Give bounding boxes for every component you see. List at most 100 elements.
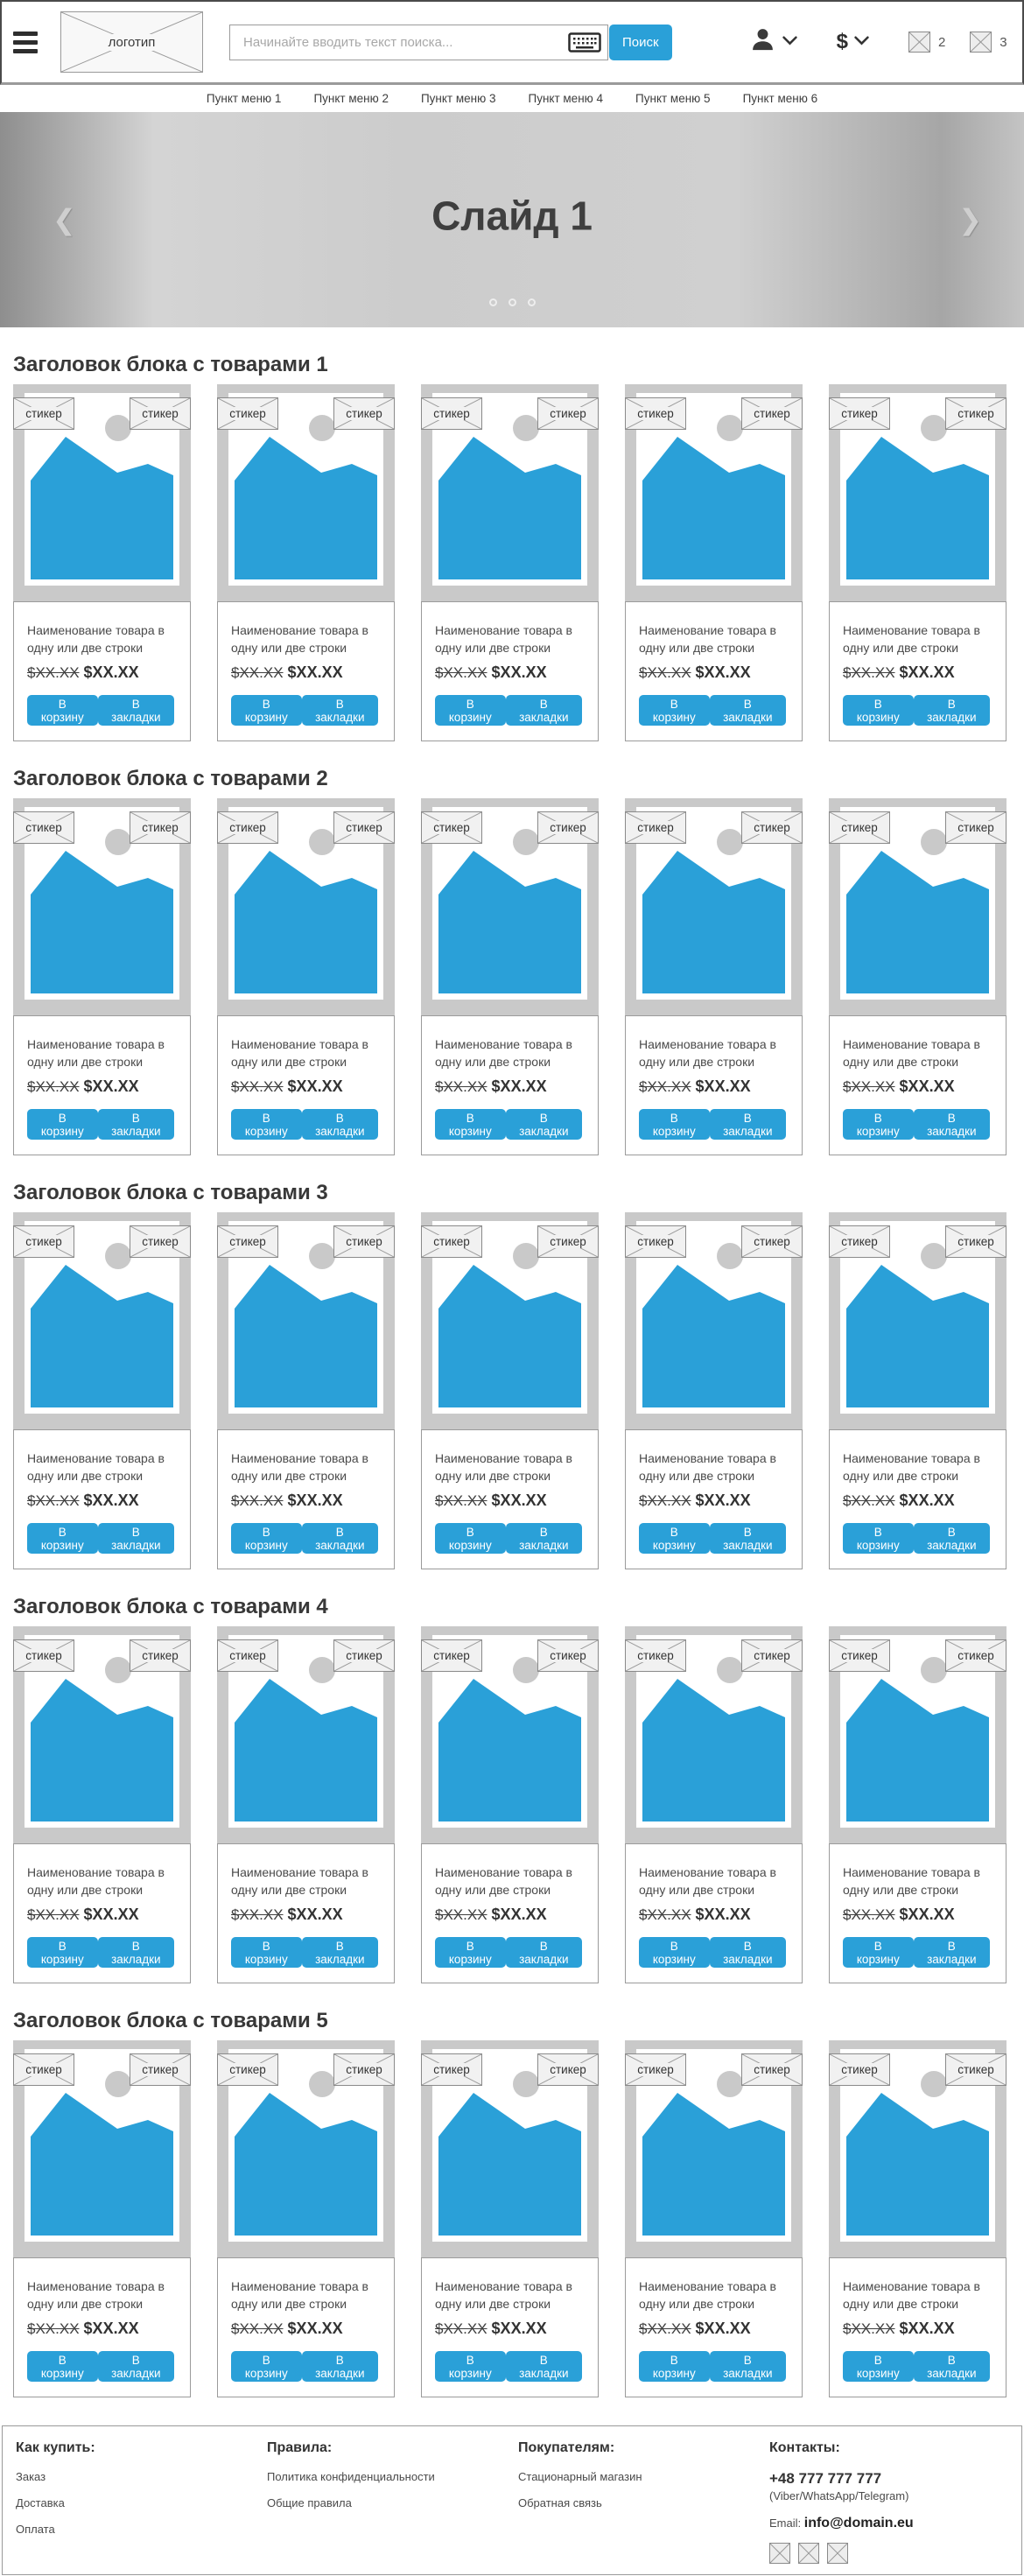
menu-item[interactable]: Пункт меню 1 — [206, 92, 282, 105]
menu-item[interactable]: Пункт меню 5 — [635, 92, 711, 105]
add-to-cart-button[interactable]: В корзину — [27, 1937, 98, 1968]
product-name[interactable]: Наименование товара в одну или две строк… — [231, 1037, 368, 1069]
product-image[interactable]: стикер стикер — [421, 384, 599, 601]
product-image[interactable]: стикер стикер — [217, 1626, 395, 1843]
product-name[interactable]: Наименование товара в одну или две строк… — [27, 2279, 165, 2311]
add-to-bookmarks-button[interactable]: В закладки — [97, 1523, 174, 1554]
product-name[interactable]: Наименование товара в одну или две строк… — [843, 1451, 980, 1483]
add-to-bookmarks-button[interactable]: В закладки — [301, 2351, 378, 2382]
add-to-bookmarks-button[interactable]: В закладки — [301, 1523, 378, 1554]
product-name[interactable]: Наименование товара в одну или две строк… — [435, 1037, 572, 1069]
product-image[interactable]: стикер стикер — [625, 1212, 803, 1429]
product-name[interactable]: Наименование товара в одну или две строк… — [843, 623, 980, 655]
product-name[interactable]: Наименование товара в одну или две строк… — [843, 1865, 980, 1897]
product-image[interactable]: стикер стикер — [217, 1212, 395, 1429]
add-to-bookmarks-button[interactable]: В закладки — [913, 1109, 990, 1140]
product-name[interactable]: Наименование товара в одну или две строк… — [231, 1451, 368, 1483]
footer-link[interactable]: Политика конфиденциальности — [267, 2470, 435, 2483]
product-name[interactable]: Наименование товара в одну или две строк… — [231, 1865, 368, 1897]
cart-indicator[interactable]: 3 — [970, 32, 1007, 53]
add-to-cart-button[interactable]: В корзину — [27, 1523, 98, 1554]
product-image[interactable]: стикер стикер — [829, 2040, 1006, 2257]
footer-link[interactable]: Доставка — [16, 2496, 65, 2509]
add-to-bookmarks-button[interactable]: В закладки — [97, 1109, 174, 1140]
product-name[interactable]: Наименование товара в одну или две строк… — [639, 2279, 776, 2311]
add-to-bookmarks-button[interactable]: В закладки — [505, 1523, 582, 1554]
add-to-cart-button[interactable]: В корзину — [639, 1109, 710, 1140]
social-placeholder-icon[interactable] — [769, 2543, 790, 2564]
product-name[interactable]: Наименование товара в одну или две строк… — [27, 1451, 165, 1483]
product-name[interactable]: Наименование товара в одну или две строк… — [639, 623, 776, 655]
hamburger-menu-icon[interactable] — [13, 27, 38, 58]
product-image[interactable]: стикер стикер — [217, 2040, 395, 2257]
add-to-cart-button[interactable]: В корзину — [843, 2351, 914, 2382]
keyboard-icon[interactable] — [568, 32, 601, 53]
product-image[interactable]: стикер стикер — [829, 1626, 1006, 1843]
product-name[interactable]: Наименование товара в одну или две строк… — [27, 1037, 165, 1069]
add-to-cart-button[interactable]: В корзину — [231, 1937, 302, 1968]
search-button[interactable]: Поиск — [609, 24, 672, 60]
add-to-cart-button[interactable]: В корзину — [843, 1109, 914, 1140]
add-to-cart-button[interactable]: В корзину — [435, 1937, 506, 1968]
footer-link[interactable]: Оплата — [16, 2523, 55, 2536]
add-to-cart-button[interactable]: В корзину — [435, 1523, 506, 1554]
search-input[interactable] — [229, 24, 608, 60]
product-image[interactable]: стикер стикер — [625, 1626, 803, 1843]
add-to-cart-button[interactable]: В корзину — [231, 1523, 302, 1554]
add-to-bookmarks-button[interactable]: В закладки — [505, 1937, 582, 1968]
add-to-cart-button[interactable]: В корзину — [27, 695, 98, 726]
add-to-cart-button[interactable]: В корзину — [231, 1109, 302, 1140]
product-name[interactable]: Наименование товара в одну или две строк… — [639, 1451, 776, 1483]
product-name[interactable]: Наименование товара в одну или две строк… — [435, 2279, 572, 2311]
add-to-bookmarks-button[interactable]: В закладки — [97, 1937, 174, 1968]
add-to-cart-button[interactable]: В корзину — [435, 695, 506, 726]
product-name[interactable]: Наименование товара в одну или две строк… — [639, 1037, 776, 1069]
add-to-bookmarks-button[interactable]: В закладки — [913, 1937, 990, 1968]
add-to-cart-button[interactable]: В корзину — [639, 695, 710, 726]
product-image[interactable]: стикер стикер — [13, 798, 191, 1015]
product-image[interactable]: стикер стикер — [829, 1212, 1006, 1429]
messages-indicator[interactable]: 2 — [908, 32, 945, 53]
product-name[interactable]: Наименование товара в одну или две строк… — [27, 623, 165, 655]
add-to-cart-button[interactable]: В корзину — [639, 1523, 710, 1554]
add-to-cart-button[interactable]: В корзину — [435, 2351, 506, 2382]
add-to-cart-button[interactable]: В корзину — [843, 1523, 914, 1554]
slider-dot[interactable] — [508, 298, 516, 306]
product-image[interactable]: стикер стикер — [217, 384, 395, 601]
logo[interactable]: логотип — [60, 11, 203, 73]
footer-link[interactable]: Стационарный магазин — [518, 2470, 642, 2483]
add-to-bookmarks-button[interactable]: В закладки — [709, 1937, 786, 1968]
product-name[interactable]: Наименование товара в одну или две строк… — [231, 2279, 368, 2311]
product-name[interactable]: Наименование товара в одну или две строк… — [231, 623, 368, 655]
add-to-bookmarks-button[interactable]: В закладки — [505, 695, 582, 726]
product-name[interactable]: Наименование товара в одну или две строк… — [843, 2279, 980, 2311]
add-to-bookmarks-button[interactable]: В закладки — [301, 695, 378, 726]
product-image[interactable]: стикер стикер — [13, 1212, 191, 1429]
product-image[interactable]: стикер стикер — [421, 2040, 599, 2257]
slider-dot[interactable] — [488, 298, 497, 306]
footer-link[interactable]: Заказ — [16, 2470, 46, 2483]
add-to-bookmarks-button[interactable]: В закладки — [913, 695, 990, 726]
menu-item[interactable]: Пункт меню 4 — [528, 92, 604, 105]
product-name[interactable]: Наименование товара в одну или две строк… — [843, 1037, 980, 1069]
add-to-bookmarks-button[interactable]: В закладки — [709, 1523, 786, 1554]
add-to-cart-button[interactable]: В корзину — [27, 1109, 98, 1140]
add-to-cart-button[interactable]: В корзину — [435, 1109, 506, 1140]
product-image[interactable]: стикер стикер — [13, 384, 191, 601]
social-placeholder-icon[interactable] — [798, 2543, 819, 2564]
add-to-bookmarks-button[interactable]: В закладки — [301, 1109, 378, 1140]
product-image[interactable]: стикер стикер — [421, 1626, 599, 1843]
currency-selector[interactable]: $ — [837, 30, 869, 54]
add-to-bookmarks-button[interactable]: В закладки — [505, 2351, 582, 2382]
product-image[interactable]: стикер стикер — [217, 798, 395, 1015]
product-name[interactable]: Наименование товара в одну или две строк… — [435, 1451, 572, 1483]
account-menu[interactable] — [749, 26, 797, 58]
menu-item[interactable]: Пункт меню 6 — [742, 92, 818, 105]
slider-dot[interactable] — [527, 298, 536, 306]
add-to-cart-button[interactable]: В корзину — [639, 1937, 710, 1968]
product-image[interactable]: стикер стикер — [13, 2040, 191, 2257]
add-to-bookmarks-button[interactable]: В закладки — [913, 1523, 990, 1554]
product-image[interactable]: стикер стикер — [829, 384, 1006, 601]
add-to-bookmarks-button[interactable]: В закладки — [505, 1109, 582, 1140]
product-name[interactable]: Наименование товара в одну или две строк… — [27, 1865, 165, 1897]
